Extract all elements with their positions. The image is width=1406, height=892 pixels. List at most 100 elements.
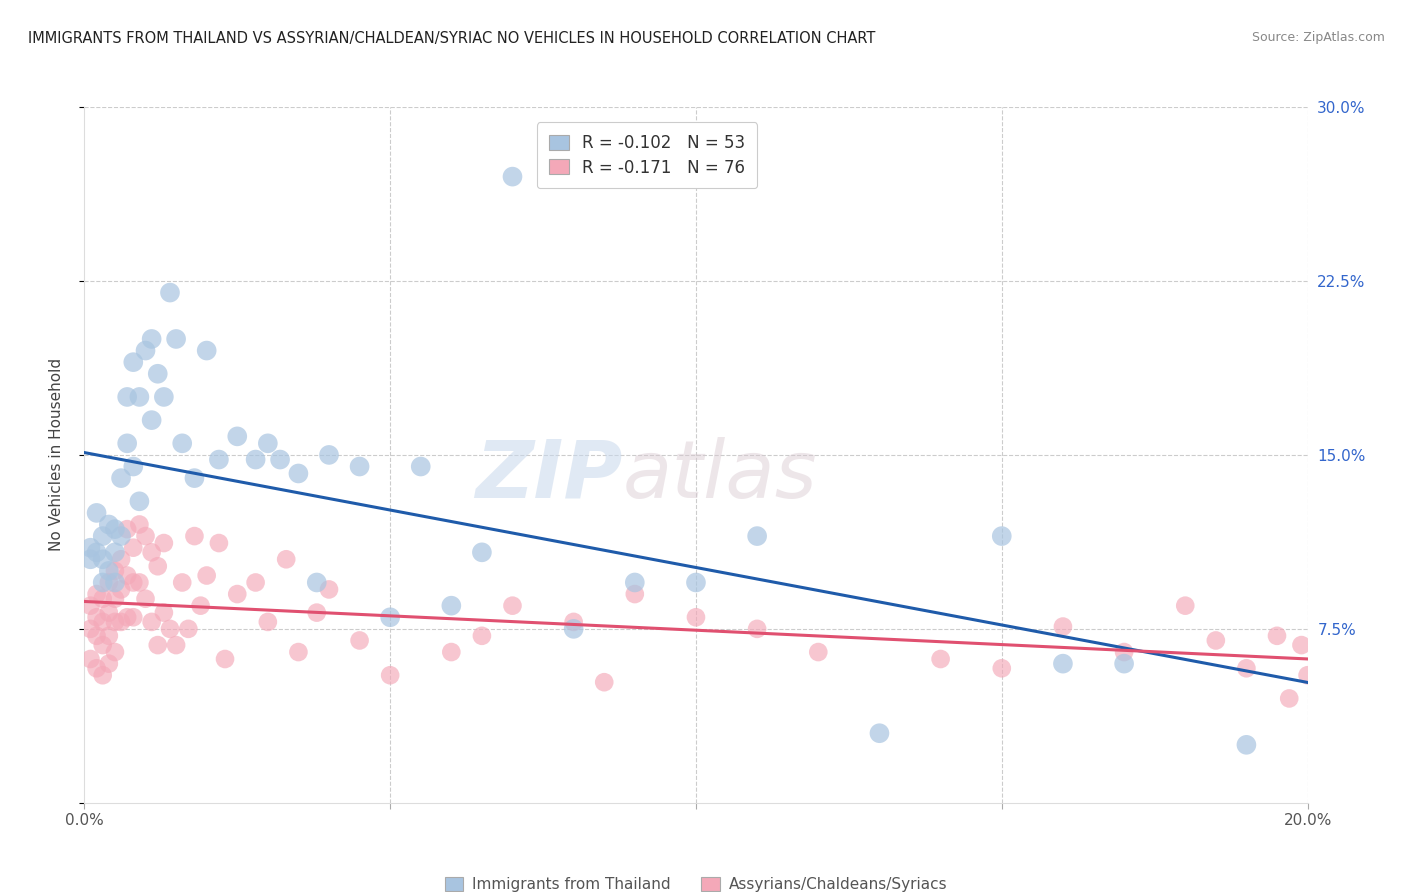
Point xyxy=(128,494,150,508)
Point xyxy=(135,529,157,543)
Point xyxy=(79,541,101,555)
Point xyxy=(183,471,205,485)
Text: Source: ZipAtlas.com: Source: ZipAtlas.com xyxy=(1251,31,1385,45)
Point xyxy=(115,522,138,536)
Point xyxy=(318,448,340,462)
Point xyxy=(624,575,647,590)
Point xyxy=(245,575,267,590)
Point xyxy=(91,552,114,566)
Point xyxy=(141,545,163,559)
Point xyxy=(1174,599,1197,613)
Point xyxy=(1205,633,1227,648)
Point xyxy=(97,517,120,532)
Point xyxy=(128,575,150,590)
Point xyxy=(624,587,647,601)
Point xyxy=(122,610,145,624)
Point xyxy=(91,575,114,590)
Point xyxy=(380,610,402,624)
Point xyxy=(104,575,127,590)
Point xyxy=(195,568,218,582)
Point xyxy=(190,599,212,613)
Point xyxy=(305,606,328,620)
Point xyxy=(440,599,463,613)
Point xyxy=(165,332,187,346)
Point xyxy=(97,606,120,620)
Point xyxy=(104,615,127,629)
Point xyxy=(97,657,120,671)
Point xyxy=(1278,691,1301,706)
Point xyxy=(91,591,114,606)
Point xyxy=(122,541,145,555)
Point xyxy=(318,582,340,597)
Point xyxy=(409,459,432,474)
Point xyxy=(135,591,157,606)
Point xyxy=(208,536,231,550)
Point xyxy=(257,436,280,450)
Text: atlas: atlas xyxy=(623,437,817,515)
Point xyxy=(115,610,138,624)
Point xyxy=(1236,661,1258,675)
Point xyxy=(991,529,1014,543)
Text: ZIP: ZIP xyxy=(475,437,623,515)
Point xyxy=(1296,668,1319,682)
Point xyxy=(153,536,176,550)
Point xyxy=(122,355,145,369)
Point xyxy=(195,343,218,358)
Point xyxy=(122,575,145,590)
Point xyxy=(869,726,891,740)
Point xyxy=(146,638,169,652)
Point xyxy=(440,645,463,659)
Point xyxy=(104,591,127,606)
Point xyxy=(110,582,132,597)
Point xyxy=(208,452,231,467)
Point xyxy=(104,545,127,559)
Point xyxy=(1291,638,1313,652)
Point xyxy=(141,615,163,629)
Point xyxy=(1052,619,1074,633)
Point xyxy=(807,645,830,659)
Point xyxy=(153,390,176,404)
Point xyxy=(471,545,494,559)
Point xyxy=(1265,629,1288,643)
Point xyxy=(79,599,101,613)
Point xyxy=(245,452,267,467)
Point xyxy=(562,622,585,636)
Point xyxy=(685,610,707,624)
Text: IMMIGRANTS FROM THAILAND VS ASSYRIAN/CHALDEAN/SYRIAC NO VEHICLES IN HOUSEHOLD CO: IMMIGRANTS FROM THAILAND VS ASSYRIAN/CHA… xyxy=(28,31,876,46)
Point xyxy=(122,459,145,474)
Point xyxy=(177,622,200,636)
Point xyxy=(97,629,120,643)
Point xyxy=(91,529,114,543)
Point xyxy=(159,285,181,300)
Point xyxy=(104,564,127,578)
Legend: Immigrants from Thailand, Assyrians/Chaldeans/Syriacs: Immigrants from Thailand, Assyrians/Chal… xyxy=(437,870,955,892)
Point xyxy=(349,459,371,474)
Point xyxy=(1236,738,1258,752)
Point xyxy=(141,413,163,427)
Point xyxy=(86,506,108,520)
Point xyxy=(104,645,127,659)
Point xyxy=(79,652,101,666)
Point xyxy=(86,545,108,559)
Point xyxy=(685,575,707,590)
Point xyxy=(287,645,309,659)
Point xyxy=(91,668,114,682)
Point xyxy=(79,622,101,636)
Point xyxy=(86,629,108,643)
Point xyxy=(287,467,309,481)
Point xyxy=(172,575,194,590)
Point xyxy=(1114,645,1136,659)
Point xyxy=(141,332,163,346)
Point xyxy=(86,587,108,601)
Point xyxy=(305,575,328,590)
Point xyxy=(146,367,169,381)
Point xyxy=(562,615,585,629)
Point xyxy=(128,390,150,404)
Point xyxy=(349,633,371,648)
Point xyxy=(159,622,181,636)
Point xyxy=(135,343,157,358)
Point xyxy=(86,610,108,624)
Point xyxy=(502,169,524,184)
Point xyxy=(1052,657,1074,671)
Point xyxy=(91,638,114,652)
